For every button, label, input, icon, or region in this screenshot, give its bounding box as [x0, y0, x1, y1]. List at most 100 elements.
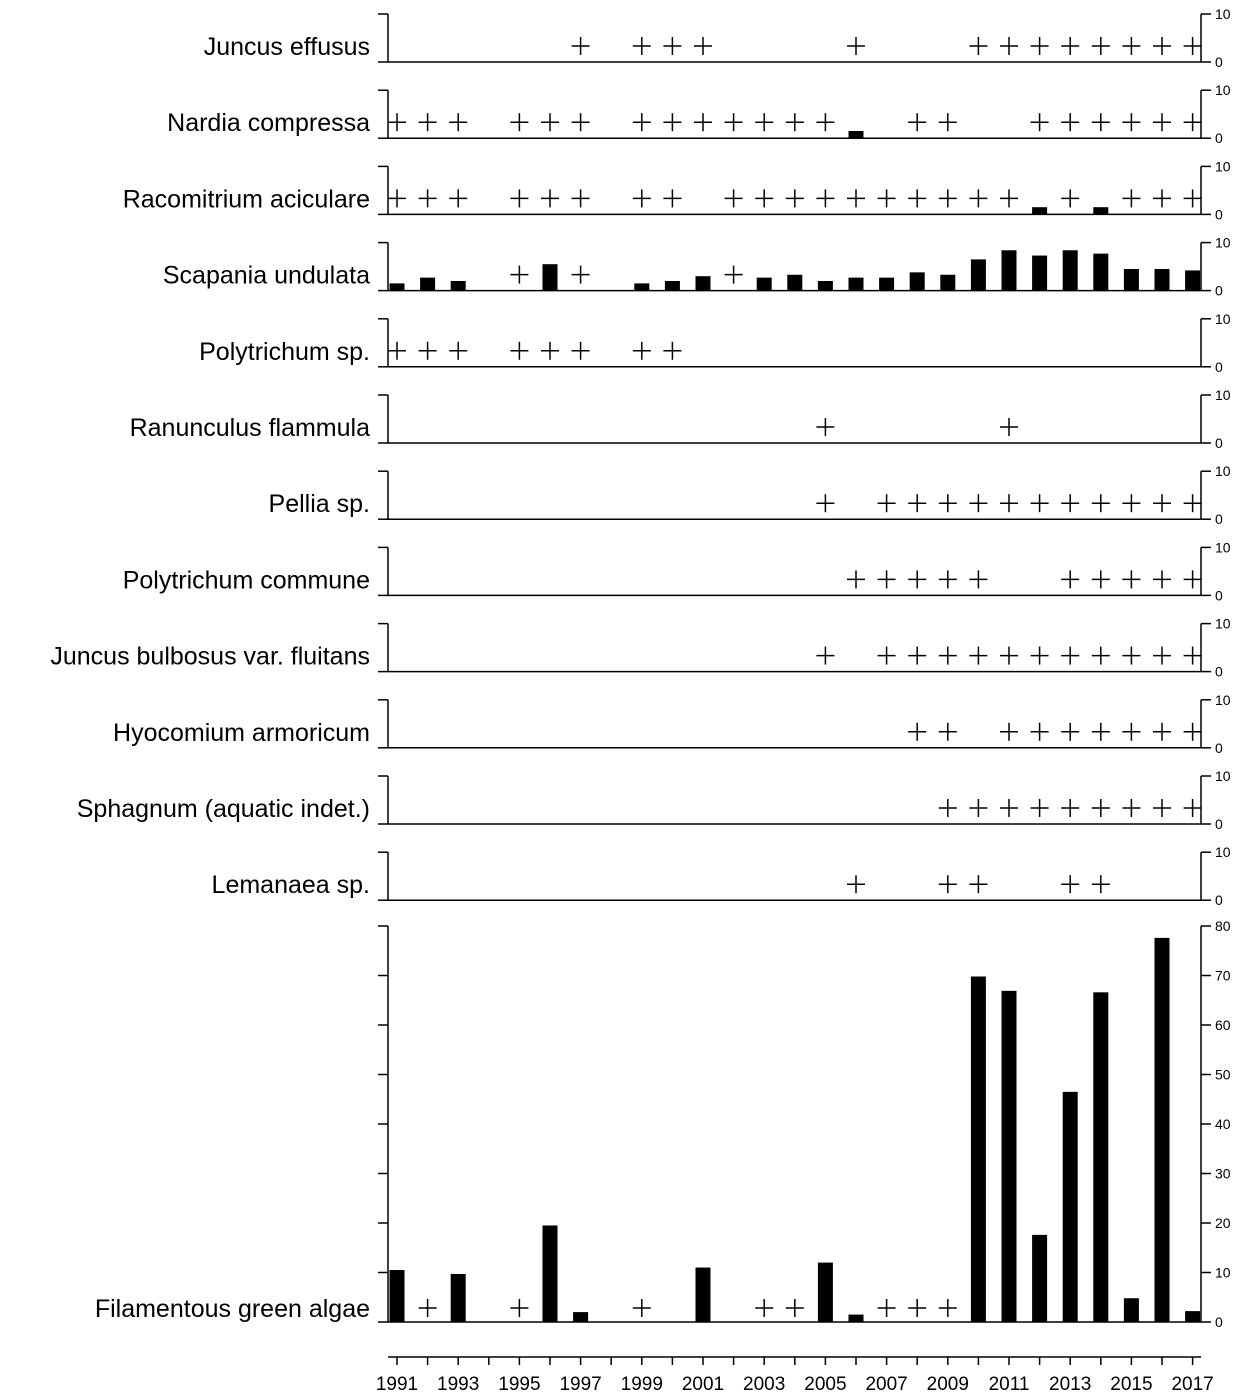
- right-y-tick-label: 0: [1215, 359, 1223, 375]
- racomitrium-aciculare-bar: [1032, 207, 1048, 215]
- right-y-tick-label: 10: [1215, 387, 1231, 403]
- filamentous-green-algae-bar: [1001, 990, 1017, 1322]
- x-tick-label: 2005: [804, 1374, 846, 1395]
- x-tick-label: 2009: [927, 1374, 969, 1395]
- x-tick-label: 1997: [559, 1374, 601, 1395]
- right-y-tick-label: 10: [1215, 82, 1231, 98]
- right-y-tick-label: 60: [1215, 1017, 1231, 1033]
- species-label: Hyocomium armoricum: [113, 719, 370, 747]
- scapania-undulata-bar: [1032, 255, 1048, 291]
- species-label: Scapania undulata: [163, 262, 370, 290]
- filamentous-green-algae-bar: [450, 1273, 466, 1322]
- x-tick-label: 2017: [1171, 1374, 1213, 1395]
- right-y-tick-label: 10: [1215, 158, 1231, 174]
- x-tick-label: 1999: [621, 1374, 663, 1395]
- x-tick-label: 1991: [376, 1374, 418, 1395]
- scapania-undulata-bar: [817, 281, 833, 291]
- species-label: Lemanaea sp.: [212, 871, 370, 899]
- species-label: Juncus effusus: [204, 33, 370, 61]
- x-tick-label: 1995: [498, 1374, 540, 1395]
- scapania-undulata-bar: [1001, 250, 1017, 291]
- right-y-tick-label: 0: [1215, 740, 1223, 756]
- filamentous-green-algae-bar: [1154, 937, 1170, 1322]
- right-y-tick-label: 20: [1215, 1215, 1231, 1231]
- scapania-undulata-bar: [695, 276, 711, 291]
- right-y-tick-label: 0: [1215, 816, 1223, 832]
- right-y-tick-label: 0: [1215, 511, 1223, 527]
- scapania-undulata-bar: [1123, 269, 1139, 291]
- scapania-undulata-bar: [940, 274, 956, 291]
- filamentous-green-algae-bar: [1032, 1234, 1048, 1322]
- right-y-tick-label: 30: [1215, 1166, 1231, 1182]
- right-y-tick-label: 0: [1215, 283, 1223, 299]
- scapania-undulata-bar: [1154, 269, 1170, 291]
- x-tick-label: 2011: [989, 1374, 1030, 1395]
- scapania-undulata-bar: [909, 272, 925, 291]
- nardia-compressa-bar: [848, 131, 864, 139]
- x-tick-label: 2015: [1110, 1374, 1152, 1395]
- filamentous-green-algae-bar: [389, 1270, 405, 1322]
- species-label: Juncus bulbosus var. fluitans: [50, 643, 370, 671]
- scapania-undulata-bar: [1185, 270, 1201, 291]
- filamentous-green-algae-bar: [1185, 1311, 1201, 1322]
- species-label: Filamentous green algae: [95, 1295, 370, 1323]
- species-label: Polytrichum commune: [123, 566, 370, 594]
- scapania-undulata-bar: [756, 277, 772, 291]
- x-tick-label: 2001: [682, 1374, 724, 1395]
- right-y-tick-label: 0: [1215, 206, 1223, 222]
- right-y-tick-label: 0: [1215, 435, 1223, 451]
- right-y-tick-label: 10: [1215, 692, 1231, 708]
- right-y-tick-label: 10: [1215, 463, 1231, 479]
- species-label: Sphagnum (aquatic indet.): [77, 795, 370, 823]
- scapania-undulata-bar: [664, 281, 680, 291]
- right-y-tick-label: 0: [1215, 664, 1223, 680]
- x-tick-label: 2003: [743, 1374, 785, 1395]
- scapania-undulata-bar: [389, 283, 405, 291]
- filamentous-green-algae-bar: [970, 976, 986, 1322]
- x-tick-label: 2013: [1049, 1374, 1091, 1395]
- right-y-tick-label: 0: [1215, 54, 1223, 70]
- filamentous-green-algae-bar: [695, 1267, 711, 1322]
- right-y-tick-label: 0: [1215, 130, 1223, 146]
- species-label: Polytrichum sp.: [199, 338, 370, 366]
- right-y-tick-label: 10: [1215, 311, 1231, 327]
- racomitrium-aciculare-bar: [1093, 207, 1109, 215]
- scapania-undulata-bar: [1062, 250, 1078, 291]
- right-y-tick-label: 0: [1215, 892, 1223, 908]
- filamentous-green-algae-bar: [1062, 1091, 1078, 1322]
- scapania-undulata-bar: [879, 277, 895, 291]
- right-y-tick-label: 70: [1215, 968, 1231, 984]
- right-y-tick-label: 80: [1215, 918, 1231, 934]
- right-y-tick-label: 10: [1215, 768, 1231, 784]
- scapania-undulata-bar: [542, 264, 558, 291]
- filamentous-green-algae-bar: [848, 1314, 864, 1322]
- scapania-undulata-bar: [634, 283, 650, 291]
- scapania-undulata-bar: [970, 259, 986, 291]
- right-y-tick-label: 40: [1215, 1116, 1231, 1132]
- species-label: Racomitrium aciculare: [123, 185, 370, 213]
- filamentous-green-algae-bar: [542, 1225, 558, 1322]
- x-tick-label: 1993: [437, 1374, 479, 1395]
- right-y-tick-label: 50: [1215, 1067, 1231, 1083]
- filamentous-green-algae-bar: [817, 1262, 833, 1322]
- scapania-undulata-bar: [420, 277, 436, 291]
- right-y-tick-label: 0: [1215, 1314, 1223, 1330]
- species-label: Ranunculus flammula: [130, 414, 370, 442]
- scapania-undulata-bar: [787, 274, 803, 291]
- scapania-undulata-bar: [450, 281, 466, 291]
- right-y-tick-label: 0: [1215, 587, 1223, 603]
- right-y-tick-label: 10: [1215, 1265, 1231, 1281]
- filamentous-green-algae-bar: [1093, 992, 1109, 1322]
- right-y-tick-label: 10: [1215, 235, 1231, 251]
- x-tick-label: 2007: [865, 1374, 907, 1395]
- right-y-tick-label: 10: [1215, 539, 1231, 555]
- scapania-undulata-bar: [848, 277, 864, 291]
- right-y-tick-label: 10: [1215, 6, 1231, 22]
- right-y-tick-label: 10: [1215, 616, 1231, 632]
- filamentous-green-algae-bar: [1123, 1298, 1139, 1322]
- right-y-tick-label: 10: [1215, 844, 1231, 860]
- species-label: Nardia compressa: [167, 109, 370, 137]
- filamentous-green-algae-bar: [573, 1312, 589, 1322]
